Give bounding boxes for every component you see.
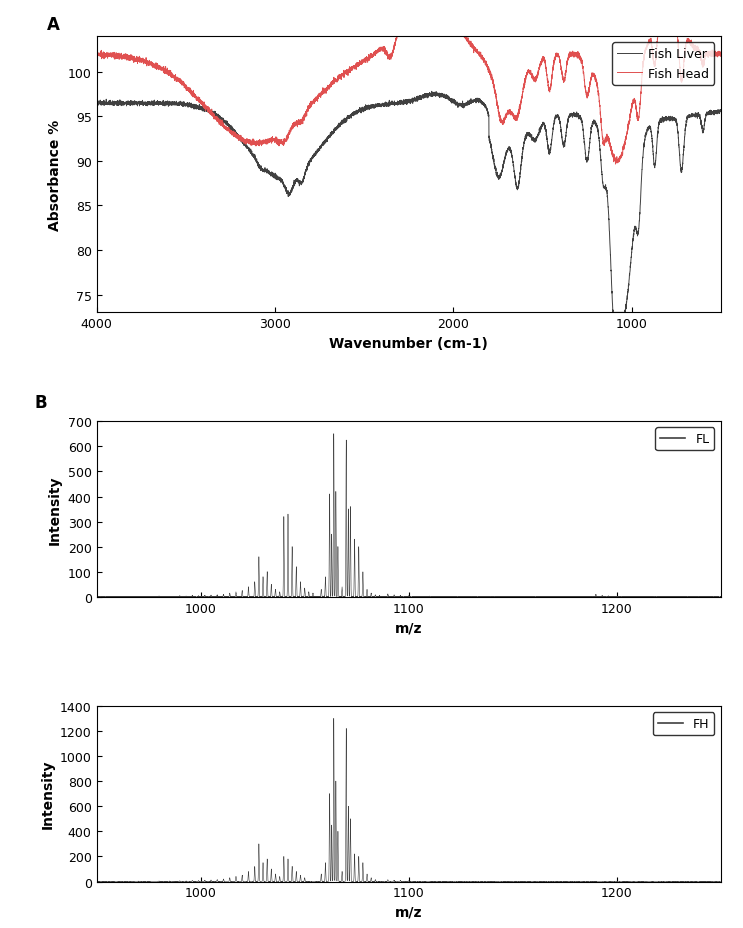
Fish Head: [256, 139, 265, 150]
Text: A: A: [47, 17, 59, 34]
Fish Liver: [125, 98, 134, 110]
Fish Head: [395, 32, 403, 43]
Fish Head: [392, 32, 401, 43]
X-axis label: m/z: m/z: [395, 621, 423, 635]
Legend: FL: FL: [655, 428, 715, 451]
Fish Liver: [609, 307, 617, 318]
Text: B: B: [34, 393, 47, 411]
X-axis label: m/z: m/z: [395, 905, 423, 919]
Fish Liver: [328, 128, 337, 139]
Y-axis label: Intensity: Intensity: [48, 475, 62, 544]
Fish Liver: [92, 97, 101, 109]
Fish Head: [92, 50, 101, 61]
Fish Liver: [716, 106, 725, 117]
Legend: FH: FH: [653, 713, 715, 735]
Fish Head: [514, 108, 523, 119]
Fish Liver: [395, 98, 403, 110]
Fish Liver: [427, 86, 436, 97]
Fish Head: [328, 78, 337, 89]
Fish Liver: [340, 116, 349, 127]
Line: Fish Head: Fish Head: [97, 37, 721, 165]
Fish Liver: [256, 163, 265, 174]
Legend: Fish Liver, Fish Head: Fish Liver, Fish Head: [612, 44, 715, 85]
X-axis label: Wavenumber (cm-1): Wavenumber (cm-1): [329, 337, 488, 351]
Fish Head: [340, 69, 349, 80]
Fish Head: [716, 48, 725, 59]
Fish Head: [611, 160, 620, 171]
Line: Fish Liver: Fish Liver: [97, 92, 721, 313]
Y-axis label: Intensity: Intensity: [40, 759, 54, 829]
Y-axis label: Absorbance %: Absorbance %: [48, 120, 62, 231]
Fish Liver: [514, 179, 523, 190]
Fish Head: [125, 51, 134, 62]
